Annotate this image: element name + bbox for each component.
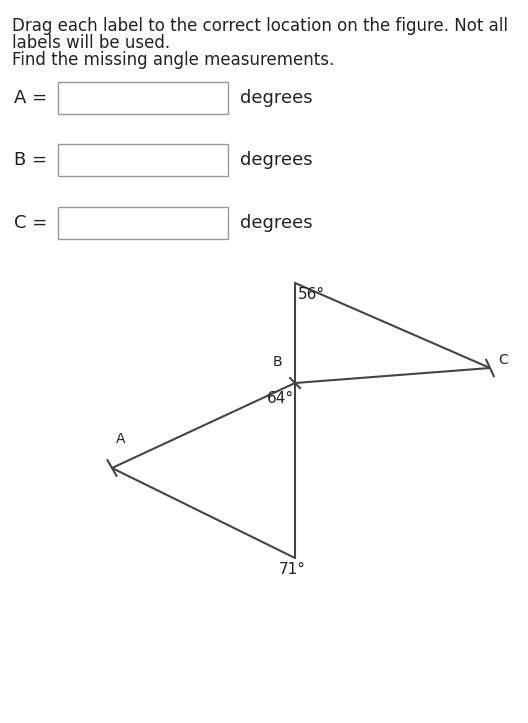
Text: A: A xyxy=(116,432,126,446)
Bar xyxy=(58,82,228,114)
Bar xyxy=(58,144,228,176)
Text: labels will be used.: labels will be used. xyxy=(12,34,170,52)
Text: B: B xyxy=(273,355,282,369)
Text: Find the missing angle measurements.: Find the missing angle measurements. xyxy=(12,51,334,69)
Text: 64°: 64° xyxy=(267,391,294,406)
Text: A =: A = xyxy=(14,89,47,107)
Text: C =: C = xyxy=(14,214,47,232)
Text: degrees: degrees xyxy=(240,151,313,169)
Bar xyxy=(58,207,228,239)
Text: 71°: 71° xyxy=(279,562,306,577)
Text: Drag each label to the correct location on the figure. Not all: Drag each label to the correct location … xyxy=(12,17,508,35)
Text: degrees: degrees xyxy=(240,89,313,107)
Text: 56°: 56° xyxy=(298,287,325,302)
Text: B =: B = xyxy=(14,151,47,169)
Text: C: C xyxy=(498,353,508,367)
Text: degrees: degrees xyxy=(240,214,313,232)
